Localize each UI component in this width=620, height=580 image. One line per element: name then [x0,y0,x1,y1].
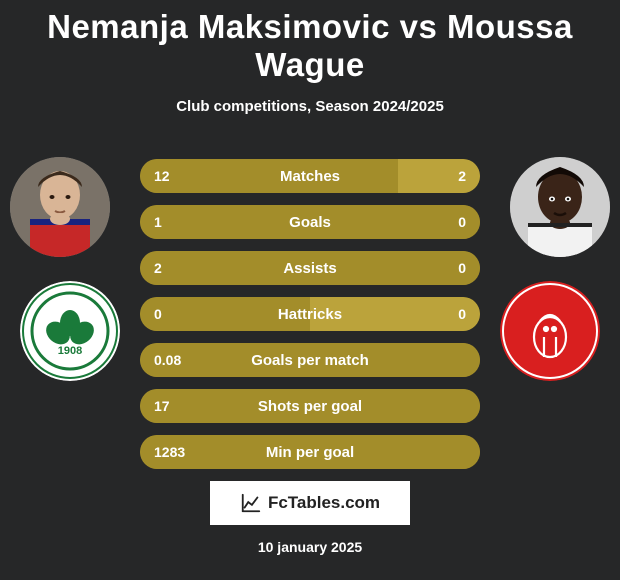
stat-label: Goals per match [200,352,420,369]
stat-value-left: 12 [140,168,200,184]
stat-value-left: 0 [140,306,200,322]
chart-icon [240,492,262,514]
brand-text: FcTables.com [268,493,380,513]
stat-label: Min per goal [200,444,420,461]
stat-value-left: 0.08 [140,352,200,368]
stat-label: Hattricks [200,306,420,323]
stat-row: 2Assists0 [140,251,480,285]
stat-value-right: 0 [420,306,480,322]
stat-label: Assists [200,260,420,277]
stat-value-left: 2 [140,260,200,276]
club-left-logo: 1908 [20,281,120,381]
stat-value-left: 17 [140,398,200,414]
club-right-logo [500,281,600,381]
stat-row: 12Matches2 [140,159,480,193]
brand-box: FcTables.com [210,481,410,525]
date-text: 10 january 2025 [0,539,620,555]
comparison-area: 1908 12Matches21Goals02Assists00Hattrick… [0,157,620,469]
player-right-avatar [510,157,610,257]
stat-value-right: 0 [420,214,480,230]
svg-text:1908: 1908 [58,345,82,357]
stat-label: Shots per goal [200,398,420,415]
stat-row: 17Shots per goal [140,389,480,423]
stat-rows: 12Matches21Goals02Assists00Hattricks00.0… [140,157,480,469]
player-left-avatar [10,157,110,257]
stat-row: 0Hattricks0 [140,297,480,331]
stat-value-right: 0 [420,260,480,276]
stat-value-right: 2 [420,168,480,184]
stat-value-left: 1283 [140,444,200,460]
page-title: Nemanja Maksimovic vs Moussa Wague [0,0,620,84]
stat-label: Goals [200,214,420,231]
stat-value-left: 1 [140,214,200,230]
stat-row: 0.08Goals per match [140,343,480,377]
stat-label: Matches [200,168,420,185]
stat-row: 1Goals0 [140,205,480,239]
subtitle: Club competitions, Season 2024/2025 [0,98,620,115]
stat-row: 1283Min per goal [140,435,480,469]
